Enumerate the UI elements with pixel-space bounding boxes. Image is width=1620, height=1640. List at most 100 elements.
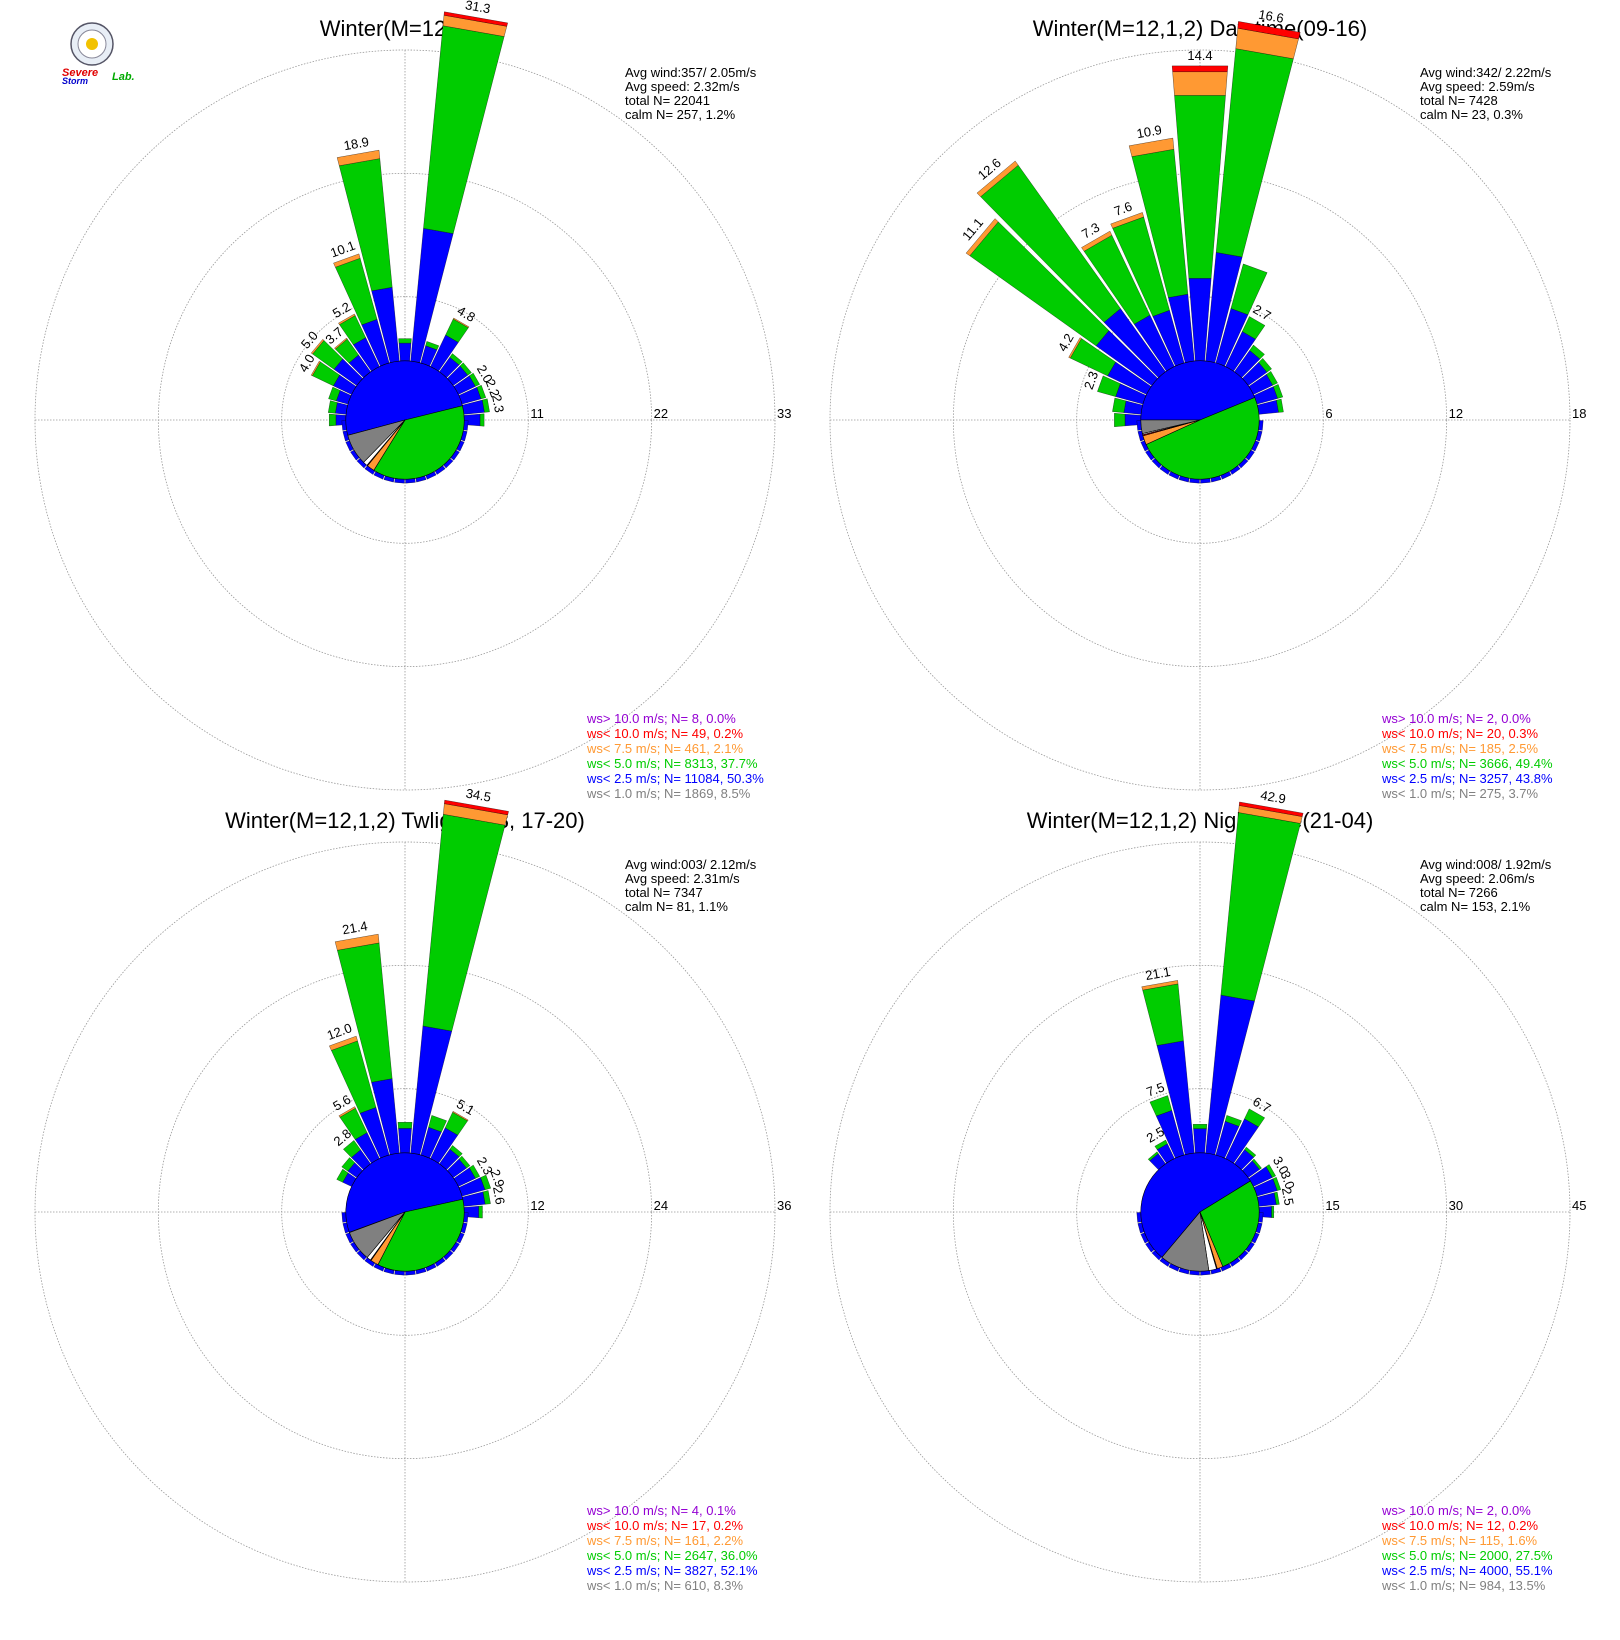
sector-bar-segment bbox=[334, 337, 348, 350]
sector-bar-segment bbox=[310, 360, 321, 376]
center-pie-slice bbox=[1199, 1180, 1260, 1268]
legend-entry: ws< 1.0 m/s; N= 1869, 8.5% bbox=[586, 786, 751, 801]
legend-entry: ws< 2.5 m/s; N= 11084, 50.3% bbox=[586, 771, 764, 786]
legend-entry: ws< 10.0 m/s; N= 20, 0.3% bbox=[1381, 726, 1539, 741]
sector-bar-segment bbox=[1171, 65, 1229, 72]
sector-bar-segment bbox=[398, 1128, 412, 1154]
sector-bar-segment bbox=[329, 413, 337, 427]
legend-entry: ws> 10.0 m/s; N= 4, 0.1% bbox=[586, 1503, 736, 1518]
stats-line: total N= 22041 bbox=[625, 93, 710, 108]
sector-bar-segment bbox=[328, 386, 341, 402]
sector-bar-segment bbox=[1266, 371, 1278, 386]
sector-bar-segment bbox=[965, 218, 999, 256]
sector-bar-segment bbox=[459, 362, 472, 376]
chart-title: Winter(M=12,1,2) Night time(21-04) bbox=[1027, 808, 1374, 833]
sector-bar-segment bbox=[397, 1122, 413, 1129]
sector-bar-segment bbox=[1114, 413, 1126, 427]
sector-bar-segment bbox=[422, 814, 506, 1032]
sector-bar-segment bbox=[329, 1035, 358, 1051]
stats-line: total N= 7428 bbox=[1420, 93, 1498, 108]
sector-bar-segment bbox=[1154, 1139, 1168, 1150]
sector-bar-segment bbox=[1273, 384, 1283, 399]
sector-bar-segment bbox=[334, 933, 380, 951]
center-pie-slice bbox=[345, 360, 463, 436]
sector-label: 2.6 bbox=[490, 1185, 508, 1205]
legend-entry: ws> 10.0 m/s; N= 2, 0.0% bbox=[1381, 1503, 1531, 1518]
sector-bar-segment bbox=[469, 1164, 480, 1179]
wind-rose-panel: 15 30 45 Winter(M=12,1,2) Night time(21-04)… bbox=[829, 787, 1586, 1593]
sector-bar-segment bbox=[1081, 230, 1113, 252]
stats-line: calm N= 257, 1.2% bbox=[625, 107, 736, 122]
ring-label: 12 bbox=[1449, 406, 1463, 421]
sector-bar-segment bbox=[452, 1111, 469, 1122]
stats-line: total N= 7266 bbox=[1420, 885, 1498, 900]
sector-bar-segment bbox=[1230, 263, 1268, 315]
sector-bar-segment bbox=[452, 317, 470, 328]
ring-label: 33 bbox=[777, 406, 791, 421]
center-pie-slice bbox=[1161, 1211, 1210, 1272]
stats-line: calm N= 81, 1.1% bbox=[625, 899, 728, 914]
sector-bar-segment bbox=[976, 160, 1019, 197]
sector-bar-segment bbox=[338, 1106, 356, 1118]
sector-bar-segment bbox=[1192, 1124, 1208, 1129]
sector-bar-segment bbox=[1249, 344, 1265, 360]
legend-entry: ws< 5.0 m/s; N= 3666, 49.4% bbox=[1381, 756, 1553, 771]
ring-label: 15 bbox=[1325, 1198, 1339, 1213]
stats-line: Avg speed: 2.06m/s bbox=[1420, 871, 1535, 886]
sector-bar-segment bbox=[443, 11, 508, 27]
stats-line: Avg wind:008/ 1.92m/s bbox=[1420, 857, 1552, 872]
sector-label: 10.9 bbox=[1135, 122, 1163, 141]
center-pie-slice bbox=[347, 419, 406, 463]
legend-entry: ws> 10.0 m/s; N= 2, 0.0% bbox=[1381, 711, 1531, 726]
sector-bar-segment bbox=[1224, 1115, 1242, 1127]
sector-bar-segment bbox=[1172, 71, 1228, 96]
wind-rose-panel: 6 12 18 Winter(M=12,1,2) Day time(09-16) Avg… bbox=[829, 7, 1586, 801]
sector-bar-segment bbox=[478, 1205, 483, 1219]
sector-bar-segment bbox=[1142, 983, 1184, 1046]
sector-bar-segment bbox=[398, 338, 412, 344]
center-pie-slice bbox=[1140, 360, 1256, 421]
sector-label: 16.6 bbox=[1257, 7, 1285, 26]
sector-bar-segment bbox=[1112, 397, 1127, 413]
sector-label: 42.9 bbox=[1259, 787, 1287, 806]
sector-bar-segment bbox=[444, 799, 509, 816]
logo-seal-core bbox=[86, 38, 98, 50]
sector-bar-segment bbox=[336, 1168, 349, 1183]
legend-entry: ws< 1.0 m/s; N= 610, 8.3% bbox=[586, 1578, 744, 1593]
sector-bar-segment bbox=[343, 1140, 361, 1158]
chart-title: Winter(M=12,1,2) Day time(09-16) bbox=[1033, 16, 1367, 41]
legend-entry: ws< 7.5 m/s; N= 161, 2.2% bbox=[586, 1533, 744, 1548]
ring-label: 18 bbox=[1572, 406, 1586, 421]
sector-label: 14.4 bbox=[1187, 48, 1212, 63]
sector-bar-segment bbox=[333, 253, 361, 268]
legend-entry: ws< 2.5 m/s; N= 4000, 55.1% bbox=[1381, 1563, 1553, 1578]
sector-bar-segment bbox=[1128, 137, 1175, 157]
sector-bar-segment bbox=[449, 353, 463, 366]
legend-entry: ws< 10.0 m/s; N= 49, 0.2% bbox=[586, 726, 744, 741]
stats-line: Avg wind:357/ 2.05m/s bbox=[625, 65, 757, 80]
ring-label: 30 bbox=[1449, 1198, 1463, 1213]
legend-entry: ws< 7.5 m/s; N= 185, 2.5% bbox=[1381, 741, 1539, 756]
sector-label: 2.2 bbox=[483, 377, 503, 399]
center-pie-slice bbox=[345, 1152, 464, 1233]
sector-bar-segment bbox=[1276, 398, 1284, 413]
ring-label: 22 bbox=[654, 406, 668, 421]
sector-label: 21.1 bbox=[1144, 964, 1172, 983]
sector-bar-segment bbox=[1110, 212, 1144, 229]
ring-label: 24 bbox=[654, 1198, 668, 1213]
stats-line: Avg wind:003/ 2.12m/s bbox=[625, 857, 757, 872]
sector-bar-segment bbox=[1272, 1177, 1282, 1191]
sector-label: 34.5 bbox=[465, 786, 493, 805]
sector-bar-segment bbox=[328, 400, 338, 414]
sector-label: 3.0 bbox=[1278, 1169, 1298, 1191]
sector-label: 31.3 bbox=[464, 0, 492, 16]
sector-bar-segment bbox=[1141, 980, 1179, 991]
legend-entry: ws< 10.0 m/s; N= 12, 0.2% bbox=[1381, 1518, 1539, 1533]
sector-label: 7.6 bbox=[1112, 199, 1134, 219]
sector-bar-segment bbox=[482, 398, 490, 413]
legend-entry: ws< 10.0 m/s; N= 17, 0.2% bbox=[586, 1518, 744, 1533]
legend-entry: ws< 1.0 m/s; N= 275, 3.7% bbox=[1381, 786, 1539, 801]
